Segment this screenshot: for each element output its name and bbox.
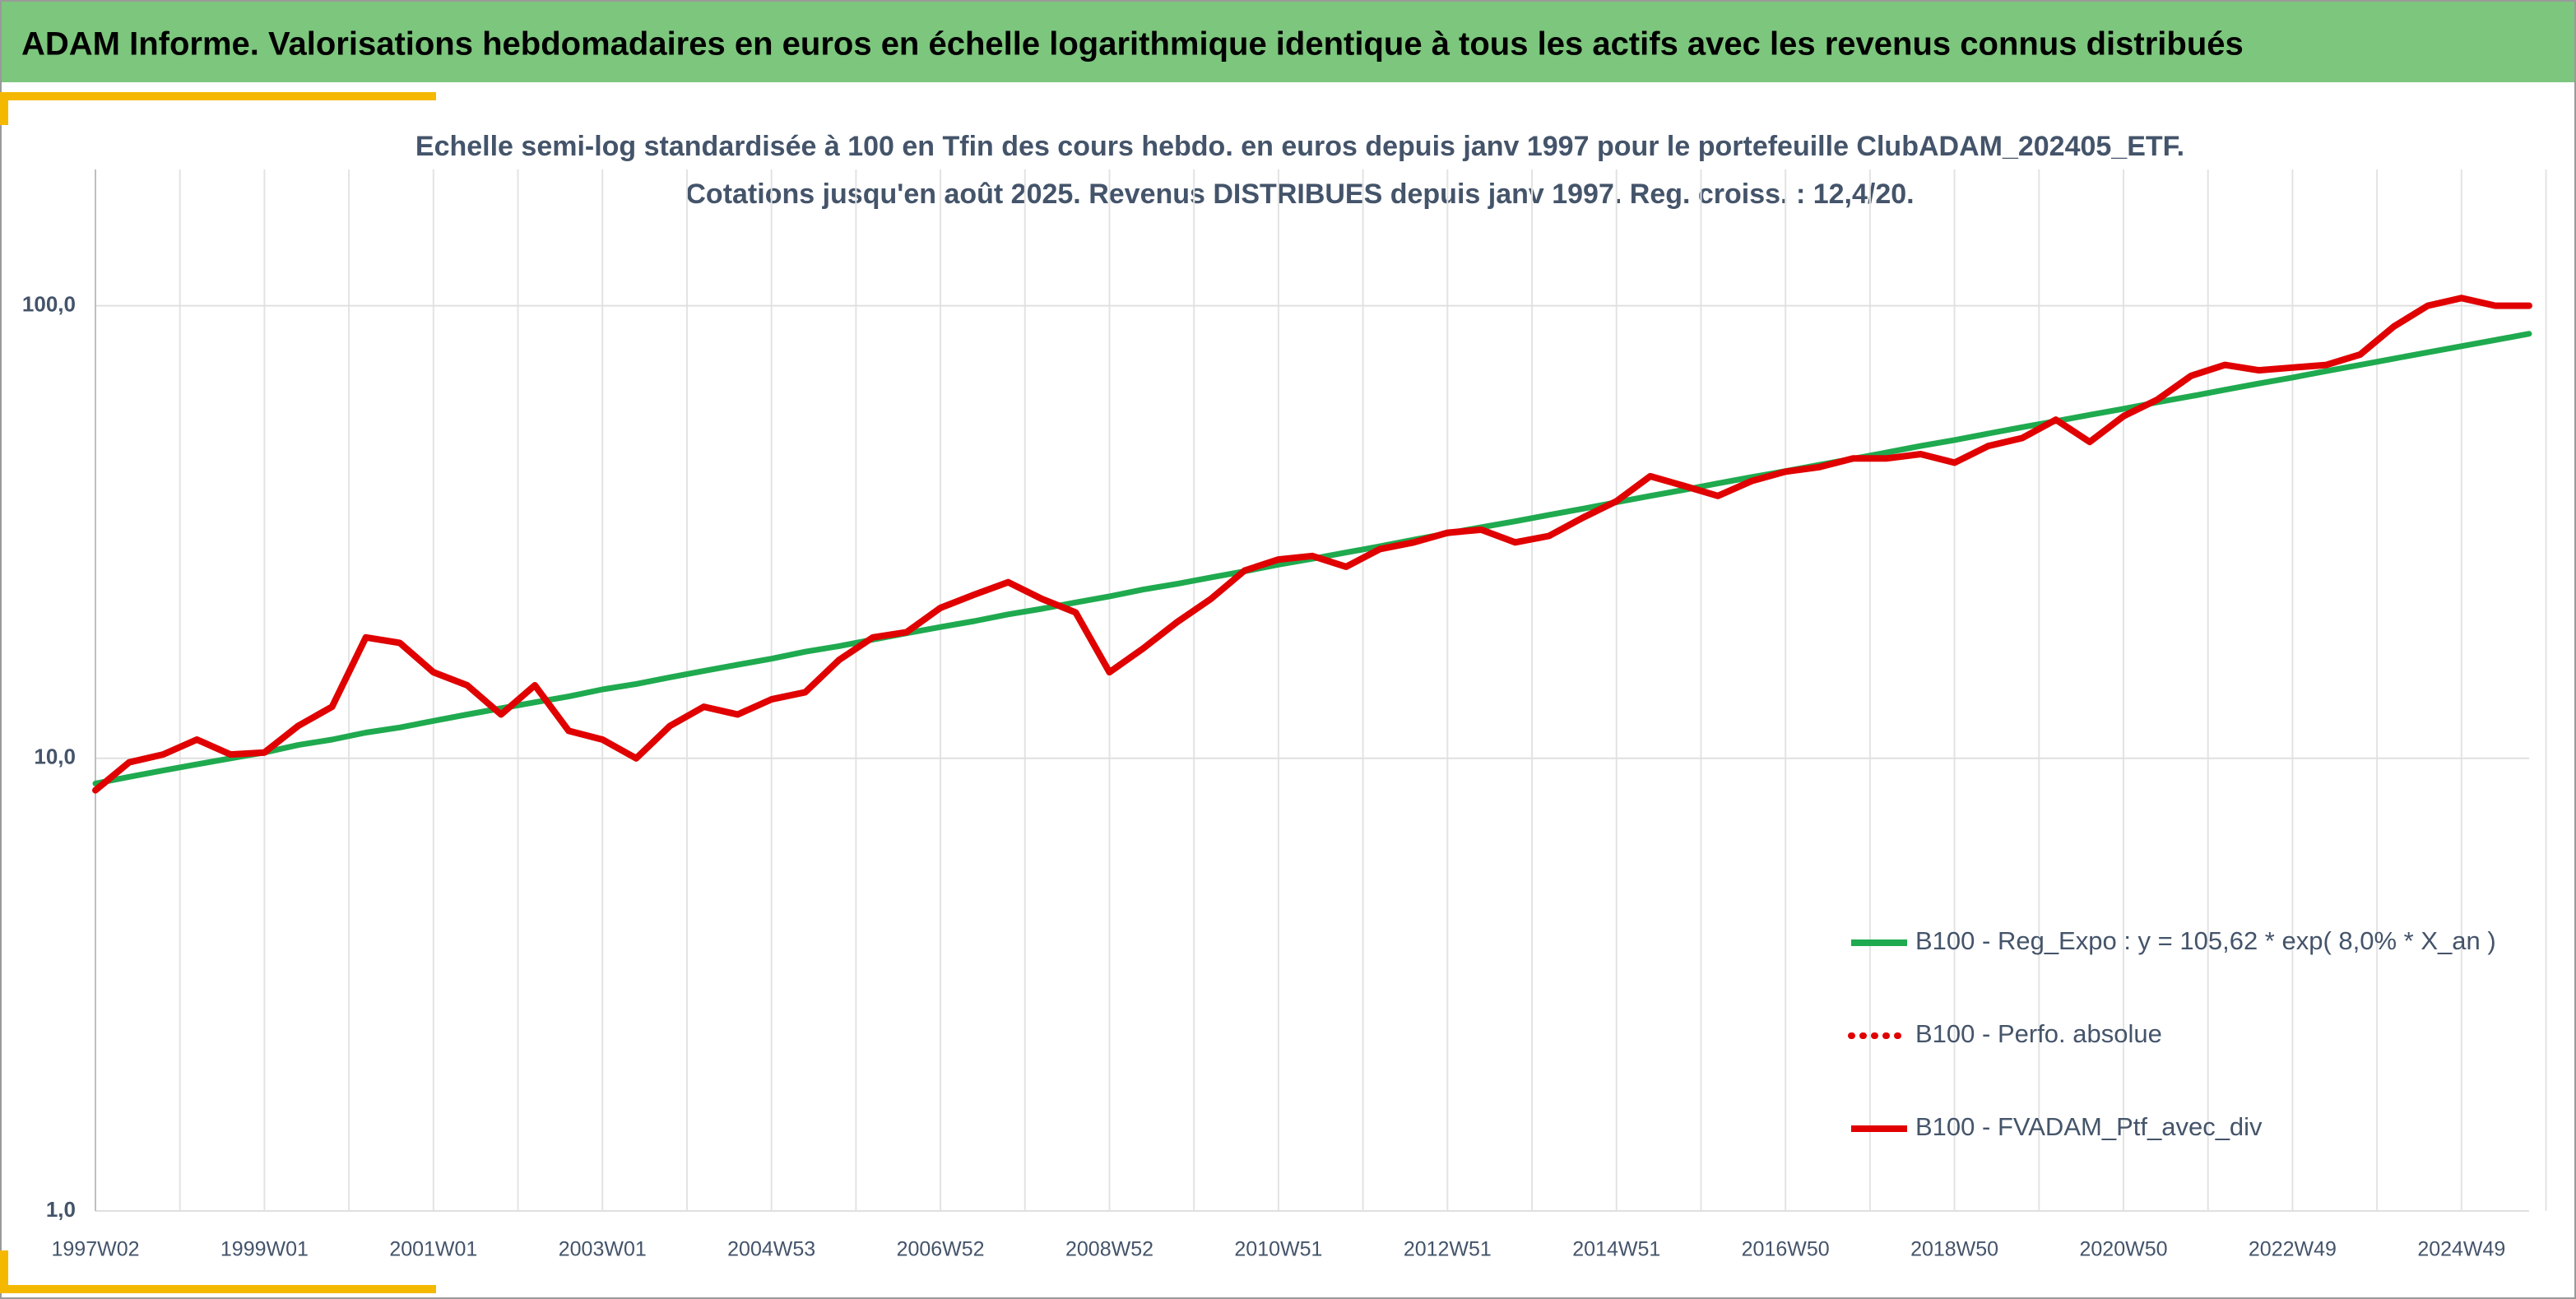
x-tick-label: 2016W50 (1742, 1238, 1830, 1261)
page-title: ADAM Informe. Valorisations hebdomadaire… (21, 26, 2244, 63)
x-tick-label: 1997W02 (51, 1238, 139, 1261)
accent-bottom (0, 1285, 436, 1293)
x-tick-label: 2018W50 (1910, 1238, 1998, 1261)
y-tick-label: 10,0 (34, 745, 76, 769)
legend-label: B100 - Perfo. absolue (1915, 1019, 2162, 1048)
x-tick-label: 1999W01 (220, 1238, 309, 1261)
x-tick-label: 2022W49 (2249, 1238, 2337, 1261)
series-line (92, 295, 2532, 794)
accent-top (0, 92, 436, 100)
x-tick-label: 2020W50 (2079, 1238, 2167, 1261)
x-tick-label: 2010W51 (1234, 1238, 1322, 1261)
x-tick-label: 2008W52 (1065, 1238, 1153, 1261)
legend-label: B100 - FVADAM_Ptf_avec_div (1915, 1112, 2263, 1141)
accent-bottom-side (0, 1250, 8, 1292)
plot (92, 295, 2532, 794)
legend: B100 - Reg_Expo : y = 105,62 * exp( 8,0%… (1848, 926, 2496, 1141)
x-tick-label: 2006W52 (897, 1238, 985, 1261)
accent-top-side (0, 92, 8, 125)
chart-subtitle: Echelle semi-log standardisée à 100 en T… (415, 131, 2184, 162)
y-tick-label: 100,0 (22, 291, 76, 316)
x-tick-label: 2001W01 (389, 1238, 477, 1261)
y-tick-label: 1,0 (46, 1197, 76, 1222)
header-bar (0, 0, 2576, 82)
x-tick-label: 2004W53 (727, 1238, 815, 1261)
legend-label: B100 - Reg_Expo : y = 105,62 * exp( 8,0%… (1915, 926, 2496, 955)
x-tick-label: 2003W01 (559, 1238, 647, 1261)
x-tick-label: 2012W51 (1404, 1238, 1492, 1261)
x-tick-label: 2014W51 (1572, 1238, 1660, 1261)
x-tick-label: 2024W49 (2417, 1238, 2505, 1261)
chart-subtitle: Cotations jusqu'en août 2025. Revenus DI… (685, 179, 1914, 210)
